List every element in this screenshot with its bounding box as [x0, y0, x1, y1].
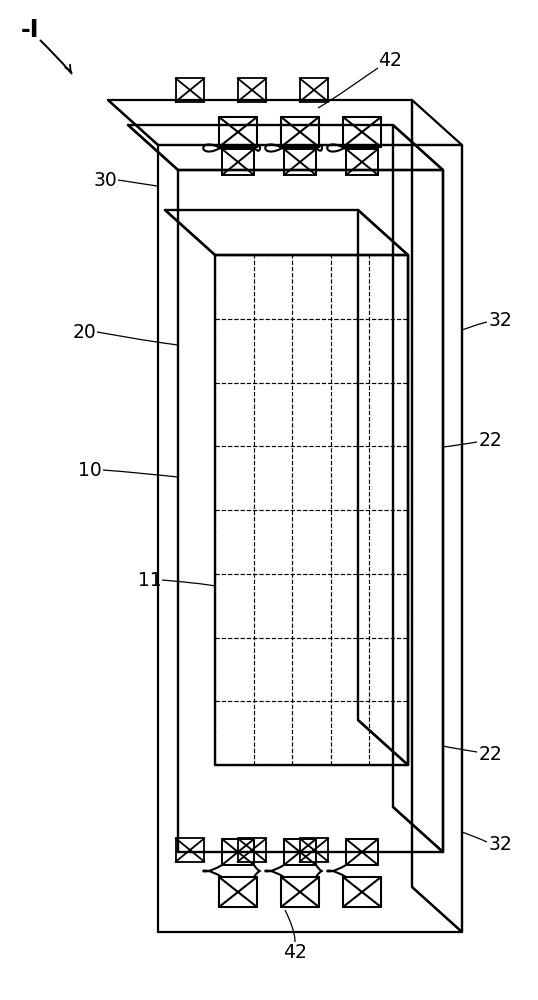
Text: 11: 11 [138, 570, 162, 589]
Text: 22: 22 [478, 746, 502, 764]
Text: -I: -I [21, 18, 39, 42]
Text: 32: 32 [488, 836, 512, 854]
Text: 10: 10 [78, 460, 102, 480]
Text: 20: 20 [73, 322, 97, 342]
Text: 32: 32 [488, 310, 512, 330]
Text: 42: 42 [378, 50, 402, 70]
Text: 42: 42 [283, 942, 307, 962]
Text: 22: 22 [478, 430, 502, 450]
Text: 30: 30 [93, 170, 117, 190]
